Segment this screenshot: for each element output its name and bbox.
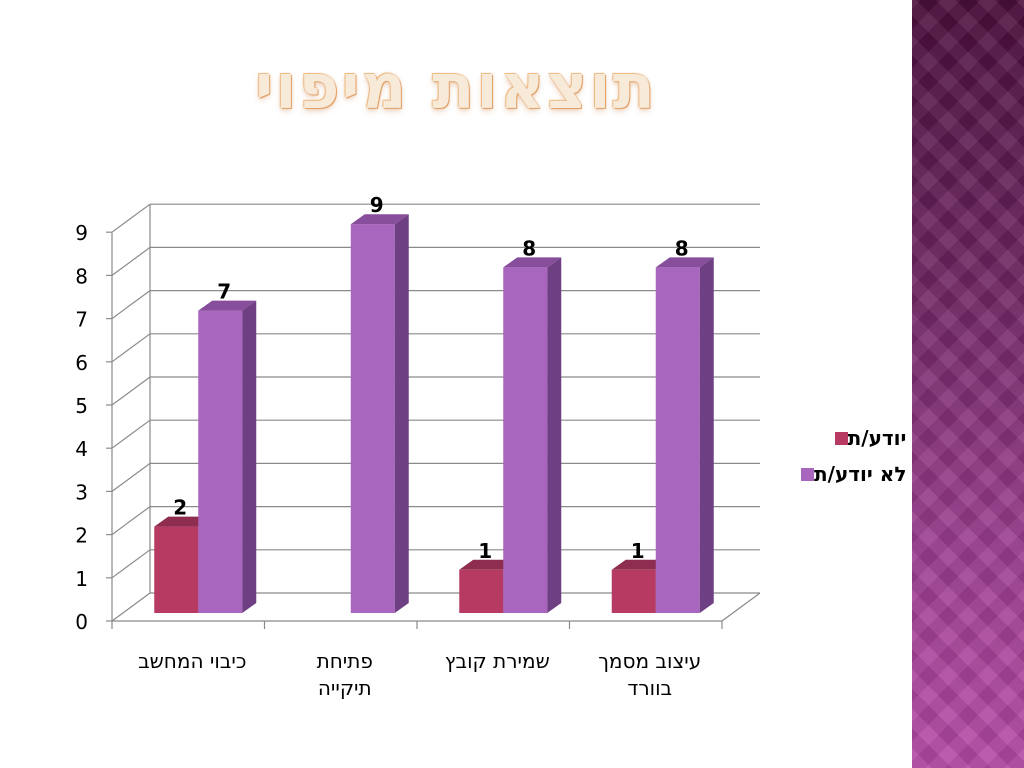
bar-2-1 [198, 310, 243, 613]
floor-right-edge [721, 592, 761, 622]
bar-top-2-1 [198, 300, 257, 311]
y-tick-label: 2 [75, 524, 88, 548]
grid-diagonal [111, 506, 151, 536]
bar-2-4 [655, 267, 700, 613]
grid-diagonal [111, 203, 151, 233]
bar-side-2-3 [547, 257, 562, 613]
data-label: 2 [173, 496, 187, 520]
legend-item-series1: יודע/ת [793, 420, 906, 456]
x-category-label: שמירת קובץ [445, 649, 550, 673]
grid-diagonal [111, 419, 151, 449]
data-label: 9 [370, 193, 384, 217]
bar-1-1 [154, 526, 199, 613]
bar-side-2-2 [394, 214, 409, 613]
grid-diagonal [111, 592, 151, 622]
y-tick-label: 8 [75, 264, 88, 288]
bar-top-1-1 [154, 516, 213, 527]
data-label: 7 [217, 280, 231, 304]
grid-diagonal [111, 376, 151, 406]
data-label: 8 [675, 236, 689, 260]
bar-side-2-1 [242, 300, 257, 613]
x-category-label: כיבוי המחשב [138, 649, 246, 673]
grid-diagonal [111, 290, 151, 320]
y-tick-label: 7 [75, 308, 88, 332]
bar-top-2-2 [350, 214, 409, 225]
bar-top-2-3 [503, 257, 562, 268]
legend-swatch-series1 [834, 431, 848, 445]
legend-item-series2: לא יודע/ת [793, 456, 906, 492]
y-tick-label: 0 [75, 610, 88, 634]
x-category-label: עיצוב מסמך [598, 649, 701, 673]
bar-top-2-4 [655, 257, 714, 268]
bar-top-1-3 [459, 559, 518, 570]
bar-1-3 [459, 569, 504, 613]
bar-2-3 [503, 267, 548, 613]
legend-label-series2: לא יודע/ת [814, 462, 907, 486]
bar-side-2-4 [699, 257, 714, 613]
bar-1-4 [611, 569, 656, 613]
y-tick-label: 5 [75, 394, 88, 418]
data-label: 1 [631, 539, 645, 563]
legend-swatch-series2 [801, 467, 814, 481]
grid-diagonal [111, 549, 151, 579]
legend-label-series1: יודע/ת [847, 426, 907, 450]
grid-diagonal [111, 462, 151, 492]
bar-2-2 [350, 224, 395, 613]
data-label: 8 [522, 236, 536, 260]
y-tick-label: 1 [75, 567, 88, 591]
grid-diagonal [111, 333, 151, 363]
decorative-side-strip [912, 0, 1024, 768]
x-category-label: פתיחת [317, 649, 373, 673]
x-category-label: תיקייה [318, 676, 372, 700]
data-label: 1 [478, 539, 492, 563]
y-tick-label: 3 [75, 480, 88, 504]
y-tick-label: 4 [75, 437, 88, 461]
y-tick-label: 9 [75, 221, 88, 245]
chart-legend: יודע/ת לא יודע/ת [793, 420, 906, 492]
y-tick-label: 6 [75, 351, 88, 375]
bar-top-1-4 [611, 559, 670, 570]
x-category-label: בוורד [627, 676, 672, 700]
page-title: תוצאות מיפוי [255, 50, 657, 123]
grid-diagonal [111, 246, 151, 276]
